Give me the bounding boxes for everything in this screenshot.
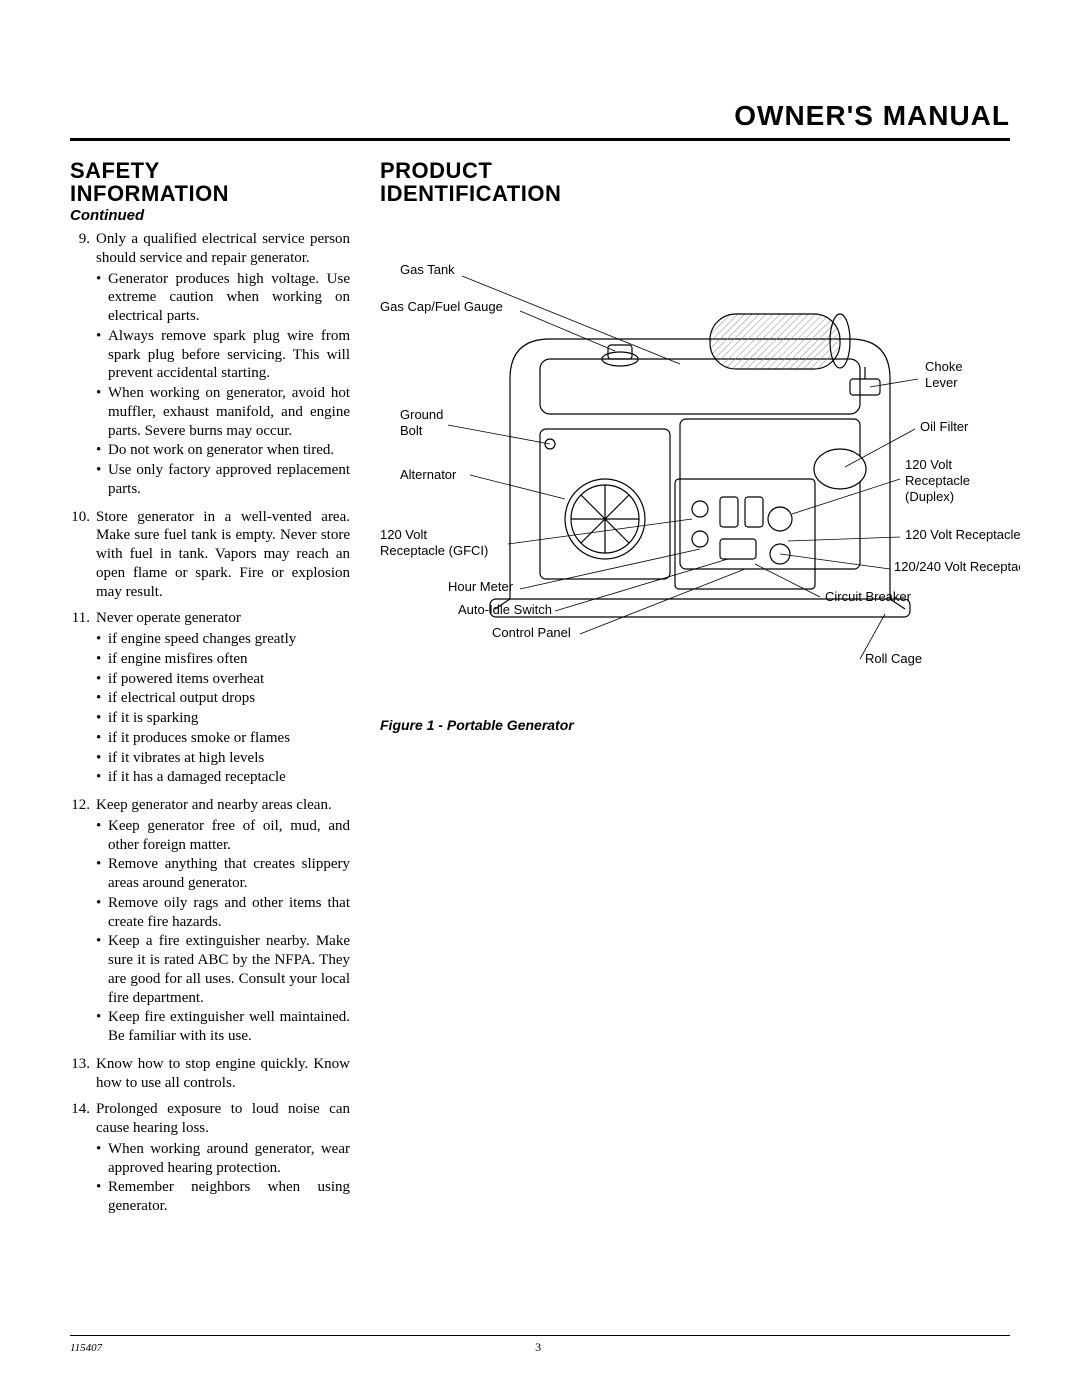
safety-heading: SAFETY INFORMATION <box>70 159 350 205</box>
list-item: 14.Prolonged exposure to loud noise can … <box>70 1100 350 1217</box>
item-number: 10. <box>70 508 96 602</box>
figure-caption: Figure 1 - Portable Generator <box>380 717 1020 733</box>
item-body: Know how to stop engine quickly. Know ho… <box>96 1055 350 1093</box>
label-gfci-l1: 120 Volt <box>380 527 427 542</box>
label-gas-cap: Gas Cap/Fuel Gauge <box>380 299 503 314</box>
safety-column: SAFETY INFORMATION Continued 9.Only a qu… <box>70 159 350 1225</box>
label-gfci-l2: Receptacle (GFCI) <box>380 543 488 558</box>
item-body: Store generator in a well-vented area. M… <box>96 508 350 602</box>
label-duplex-l3: (Duplex) <box>905 489 954 504</box>
product-id-column: PRODUCT IDENTIFICATION <box>380 159 1020 1225</box>
product-heading-l2: IDENTIFICATION <box>380 181 561 206</box>
sub-item: Keep a fire extinguisher nearby. Make su… <box>96 932 350 1007</box>
list-item: 10.Store generator in a well-vented area… <box>70 508 350 602</box>
label-ground-l2: Bolt <box>400 423 423 438</box>
label-duplex-l1: 120 Volt <box>905 457 952 472</box>
label-alternator: Alternator <box>400 467 457 482</box>
sub-item: When working around generator, wear appr… <box>96 1140 350 1178</box>
sub-item: if engine speed changes greatly <box>96 630 350 649</box>
item-number: 9. <box>70 230 96 500</box>
label-120-240: 120/240 Volt Receptacle <box>894 559 1020 574</box>
product-heading: PRODUCT IDENTIFICATION <box>380 159 1020 205</box>
sub-item: if it vibrates at high levels <box>96 749 350 768</box>
sub-item: if powered items overheat <box>96 670 350 689</box>
item-body: Only a qualified electrical service pers… <box>96 230 350 500</box>
sub-list: Generator produces high voltage. Use ext… <box>96 270 350 499</box>
sub-list: Keep generator free of oil, mud, and oth… <box>96 817 350 1046</box>
item-text: Never operate generator <box>96 610 241 626</box>
doc-id: 115407 <box>70 1342 102 1354</box>
label-120v: 120 Volt Receptacle <box>905 527 1020 542</box>
generator-diagram: Gas Tank Gas Cap/Fuel Gauge Ground Bolt … <box>380 219 1020 699</box>
sub-item: if it has a damaged receptacle <box>96 768 350 787</box>
sub-item: Do not work on generator when tired. <box>96 441 350 460</box>
item-text: Keep generator and nearby areas clean. <box>96 797 332 813</box>
sub-item: Generator produces high voltage. Use ext… <box>96 270 350 326</box>
list-item: 13.Know how to stop engine quickly. Know… <box>70 1055 350 1093</box>
safety-list: 9.Only a qualified electrical service pe… <box>70 230 350 1217</box>
safety-heading-l2: INFORMATION <box>70 181 229 206</box>
item-text: Prolonged exposure to loud noise can cau… <box>96 1101 350 1136</box>
label-breaker: Circuit Breaker <box>825 589 912 604</box>
page-footer: 115407 3 000000 <box>70 1335 1010 1355</box>
label-oil-filter: Oil Filter <box>920 419 969 434</box>
label-ground-l1: Ground <box>400 407 443 422</box>
item-number: 14. <box>70 1100 96 1217</box>
sub-item: if it is sparking <box>96 709 350 728</box>
page-header: OWNER'S MANUAL <box>70 100 1010 138</box>
list-item: 11.Never operate generator if engine spee… <box>70 609 350 788</box>
sub-item: Remove oily rags and other items that cr… <box>96 894 350 932</box>
item-number: 11. <box>70 609 96 788</box>
label-choke-l1: Choke <box>925 359 963 374</box>
product-heading-l1: PRODUCT <box>380 158 492 183</box>
header-rule <box>70 138 1010 141</box>
sub-item: Keep fire extinguisher well maintained. … <box>96 1008 350 1046</box>
sub-item: if engine misfires often <box>96 650 350 669</box>
item-body: Never operate generator if engine speed c… <box>96 609 350 788</box>
item-number: 12. <box>70 796 96 1047</box>
label-duplex-l2: Receptacle <box>905 473 970 488</box>
item-number: 13. <box>70 1055 96 1093</box>
label-hour-meter: Hour Meter <box>448 579 514 594</box>
page-number: 3 <box>535 1340 541 1355</box>
sub-item: Remember neighbors when using generator. <box>96 1178 350 1216</box>
sub-item: Remove anything that creates slippery ar… <box>96 855 350 893</box>
footer-rule <box>70 1335 1010 1336</box>
sub-list: if engine speed changes greatlyif engine… <box>96 630 350 787</box>
label-roll-cage: Roll Cage <box>865 651 922 666</box>
sub-list: When working around generator, wear appr… <box>96 1140 350 1216</box>
item-body: Prolonged exposure to loud noise can cau… <box>96 1100 350 1217</box>
item-text: Know how to stop engine quickly. Know ho… <box>96 1056 350 1091</box>
sub-item: Keep generator free of oil, mud, and oth… <box>96 817 350 855</box>
sub-item: if electrical output drops <box>96 689 350 708</box>
sub-item: Always remove spark plug wire from spark… <box>96 327 350 383</box>
label-auto-idle: Auto-Idle Switch <box>458 602 552 617</box>
label-gas-tank: Gas Tank <box>400 262 455 277</box>
label-choke-l2: Lever <box>925 375 958 390</box>
sub-item: Use only factory approved replacement pa… <box>96 461 350 499</box>
diagram-container: Gas Tank Gas Cap/Fuel Gauge Ground Bolt … <box>380 219 1020 699</box>
list-item: 9.Only a qualified electrical service pe… <box>70 230 350 500</box>
sub-item: When working on generator, avoid hot muf… <box>96 384 350 440</box>
label-control-panel: Control Panel <box>492 625 571 640</box>
list-item: 12.Keep generator and nearby areas clean… <box>70 796 350 1047</box>
item-text: Store generator in a well-vented area. M… <box>96 509 350 600</box>
item-body: Keep generator and nearby areas clean. Ke… <box>96 796 350 1047</box>
sub-item: if it produces smoke or flames <box>96 729 350 748</box>
item-text: Only a qualified electrical service pers… <box>96 231 350 266</box>
content-columns: SAFETY INFORMATION Continued 9.Only a qu… <box>70 159 1010 1225</box>
safety-heading-l1: SAFETY <box>70 158 160 183</box>
continued-label: Continued <box>70 207 350 224</box>
